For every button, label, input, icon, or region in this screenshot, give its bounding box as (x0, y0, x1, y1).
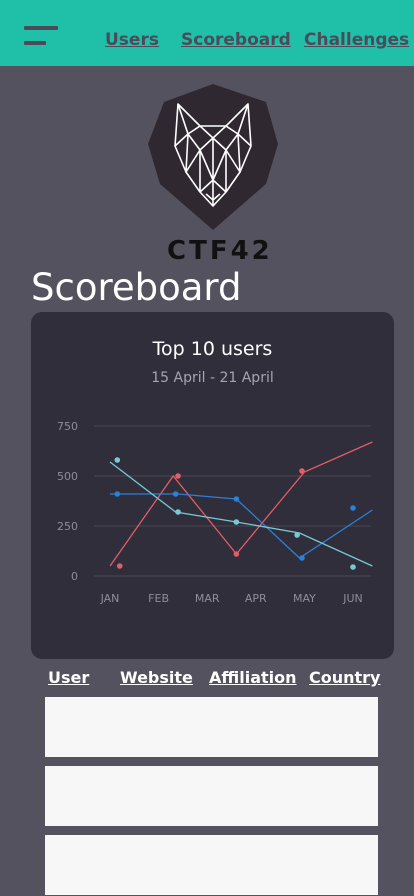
x-tick-label: MAR (195, 592, 220, 605)
table-row[interactable] (45, 835, 378, 895)
column-header-user[interactable]: User (48, 668, 90, 687)
x-tick-label: MAY (293, 592, 316, 605)
data-point (299, 468, 305, 474)
hamburger-menu-icon[interactable] (24, 26, 58, 48)
data-point (350, 564, 356, 570)
brand-name: CTF42 (167, 236, 273, 266)
data-point (299, 555, 305, 561)
chart-card: Top 10 users 15 April - 21 April 0 250 500… (31, 312, 394, 659)
data-point (172, 491, 179, 497)
y-tick-label: 500 (57, 470, 78, 483)
data-point (350, 505, 356, 511)
series-line (109, 461, 373, 567)
chart-subtitle: 15 April - 21 April (151, 370, 274, 386)
data-point (114, 491, 121, 497)
data-point (175, 509, 181, 515)
wolf-logo-icon (148, 84, 278, 230)
nav-link-users[interactable]: Users (105, 30, 159, 50)
column-header-country[interactable]: Country (309, 668, 381, 687)
chart-title: Top 10 users (152, 338, 273, 360)
column-header-website[interactable]: Website (120, 668, 193, 687)
x-tick-label: JAN (100, 592, 120, 605)
data-point (114, 457, 121, 463)
x-tick-label: JUN (342, 592, 363, 605)
table-row[interactable] (45, 766, 378, 826)
menu-line (24, 26, 58, 30)
data-point (233, 551, 240, 557)
data-point (116, 563, 123, 569)
y-tick-label: 0 (71, 570, 78, 583)
y-tick-label: 250 (57, 520, 78, 533)
x-tick-label: APR (245, 592, 267, 605)
nav-link-scoreboard[interactable]: Scoreboard (181, 30, 291, 50)
table-row[interactable] (45, 697, 378, 757)
data-point (175, 473, 181, 479)
x-tick-label: FEB (148, 592, 169, 605)
line-chart: 0 250 500 750 JAN FEB MAR APR MAY JUN (57, 420, 373, 605)
top-navbar: Users Scoreboard Challenges (0, 0, 414, 66)
menu-line (24, 41, 46, 45)
data-point (233, 519, 240, 525)
data-point (294, 532, 300, 538)
column-header-affiliation[interactable]: Affiliation (209, 668, 297, 687)
y-tick-label: 750 (57, 420, 78, 433)
data-point (233, 496, 240, 502)
page-title: Scoreboard (31, 266, 242, 309)
nav-link-challenges[interactable]: Challenges (304, 30, 410, 50)
